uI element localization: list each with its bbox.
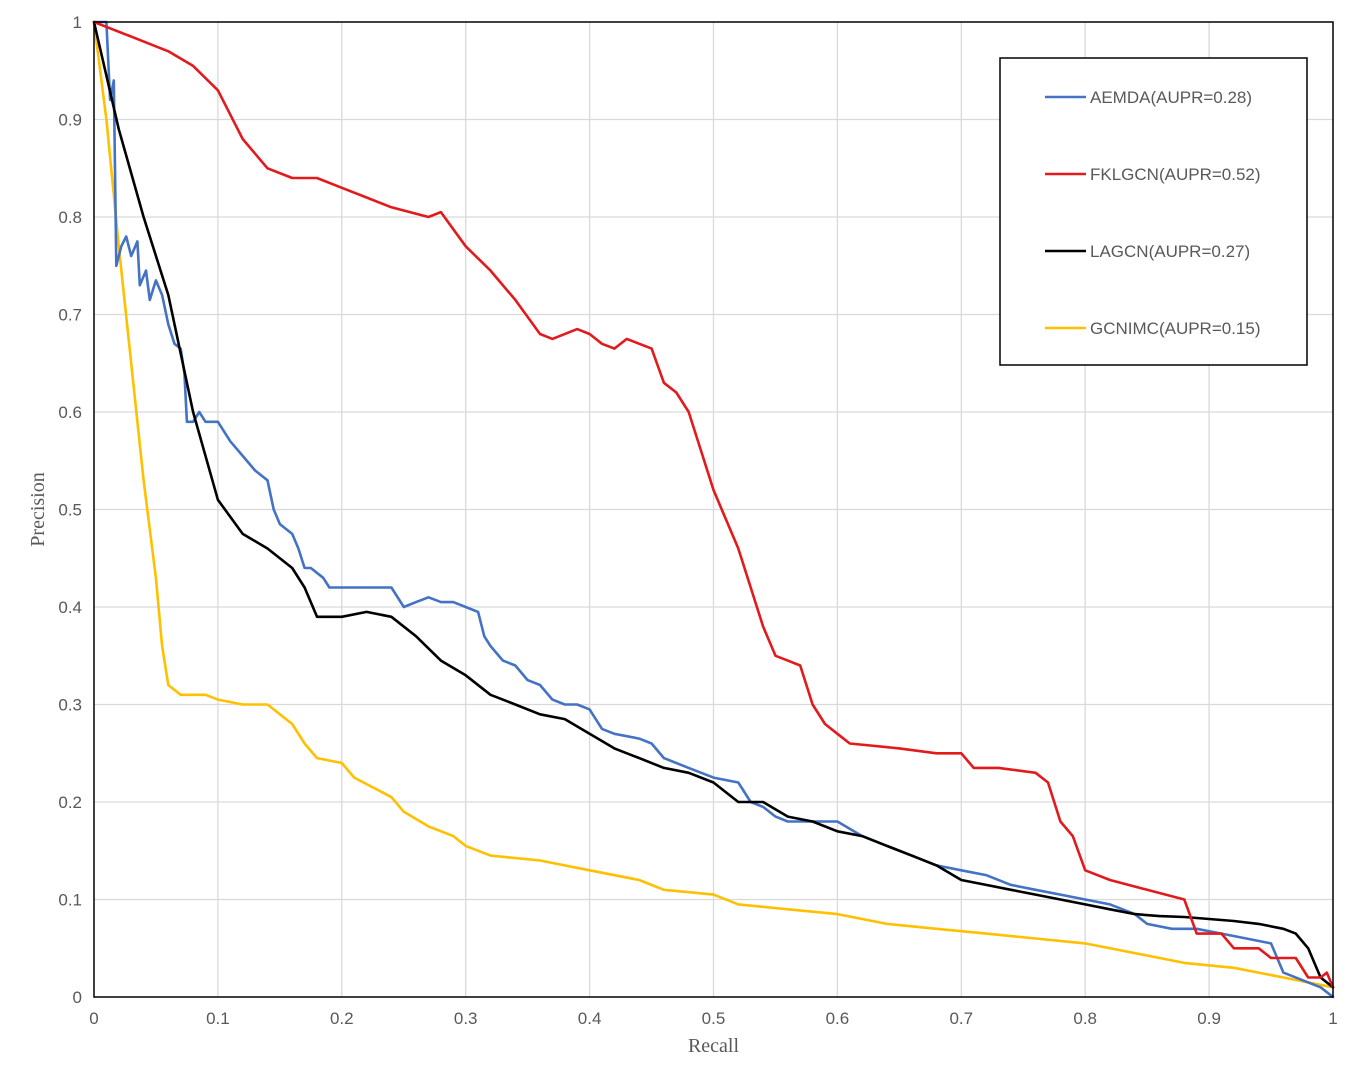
series-layer <box>92 20 1335 999</box>
y-tick-label: 0.7 <box>58 306 82 325</box>
gridlines <box>94 22 1333 997</box>
series-line-lagcn <box>92 20 1335 989</box>
x-tick-label: 0.6 <box>826 1009 850 1028</box>
legend-label-lagcn: LAGCN(AUPR=0.27) <box>1090 242 1250 261</box>
plot-area-frame <box>93 21 1334 998</box>
y-tick-label: 0.2 <box>58 793 82 812</box>
y-axis-ticks: 0 0.1 0.2 0.3 0.4 0.5 0.6 0.7 0.8 0.9 1 <box>58 13 82 1007</box>
y-tick-label: 0.4 <box>58 598 82 617</box>
x-tick-label: 0 <box>89 1009 98 1028</box>
y-tick-label: 0.5 <box>58 501 82 520</box>
x-tick-label: 0.1 <box>206 1009 230 1028</box>
x-tick-label: 0.7 <box>949 1009 973 1028</box>
x-tick-label: 0.4 <box>578 1009 602 1028</box>
legend: AEMDA(AUPR=0.28) FKLGCN(AUPR=0.52) LAGCN(A… <box>999 57 1308 366</box>
y-tick-label: 0.8 <box>58 208 82 227</box>
legend-label-aemda: AEMDA(AUPR=0.28) <box>1090 88 1252 107</box>
y-tick-label: 1 <box>73 13 82 32</box>
x-tick-label: 0.5 <box>702 1009 726 1028</box>
legend-label-gcnimc: GCNIMC(AUPR=0.15) <box>1090 319 1261 338</box>
x-tick-label: 0.8 <box>1073 1009 1097 1028</box>
y-tick-label: 0.6 <box>58 403 82 422</box>
x-tick-label: 0.2 <box>330 1009 354 1028</box>
x-axis-ticks: 0 0.1 0.2 0.3 0.4 0.5 0.6 0.7 0.8 0.9 1 <box>89 1009 1337 1028</box>
y-tick-label: 0.9 <box>58 111 82 130</box>
legend-box <box>999 57 1308 366</box>
series-line-gcnimc <box>92 20 1335 989</box>
y-tick-label: 0.3 <box>58 696 82 715</box>
y-axis-title: Precision <box>27 472 49 546</box>
x-axis-title: Recall <box>688 1035 740 1057</box>
series-line-aemda <box>92 20 1335 999</box>
y-tick-label: 0.1 <box>58 891 82 910</box>
y-tick-label: 0 <box>73 988 82 1007</box>
x-tick-label: 1 <box>1328 1009 1337 1028</box>
legend-label-fklgcn: FKLGCN(AUPR=0.52) <box>1090 165 1261 184</box>
series-line-fklgcn <box>92 20 1335 989</box>
x-tick-label: 0.3 <box>454 1009 478 1028</box>
x-tick-label: 0.9 <box>1197 1009 1221 1028</box>
